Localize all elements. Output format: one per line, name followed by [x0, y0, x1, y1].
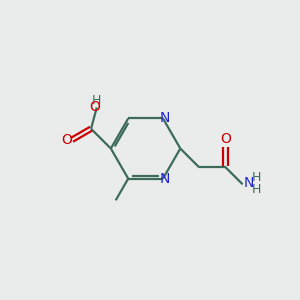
- Text: N: N: [160, 111, 170, 125]
- Text: N: N: [243, 176, 254, 190]
- Text: H: H: [252, 183, 262, 196]
- Text: O: O: [61, 133, 72, 147]
- Text: O: O: [89, 100, 100, 114]
- Text: N: N: [160, 172, 170, 186]
- Text: H: H: [92, 94, 101, 107]
- Text: H: H: [252, 171, 262, 184]
- Text: O: O: [220, 132, 231, 146]
